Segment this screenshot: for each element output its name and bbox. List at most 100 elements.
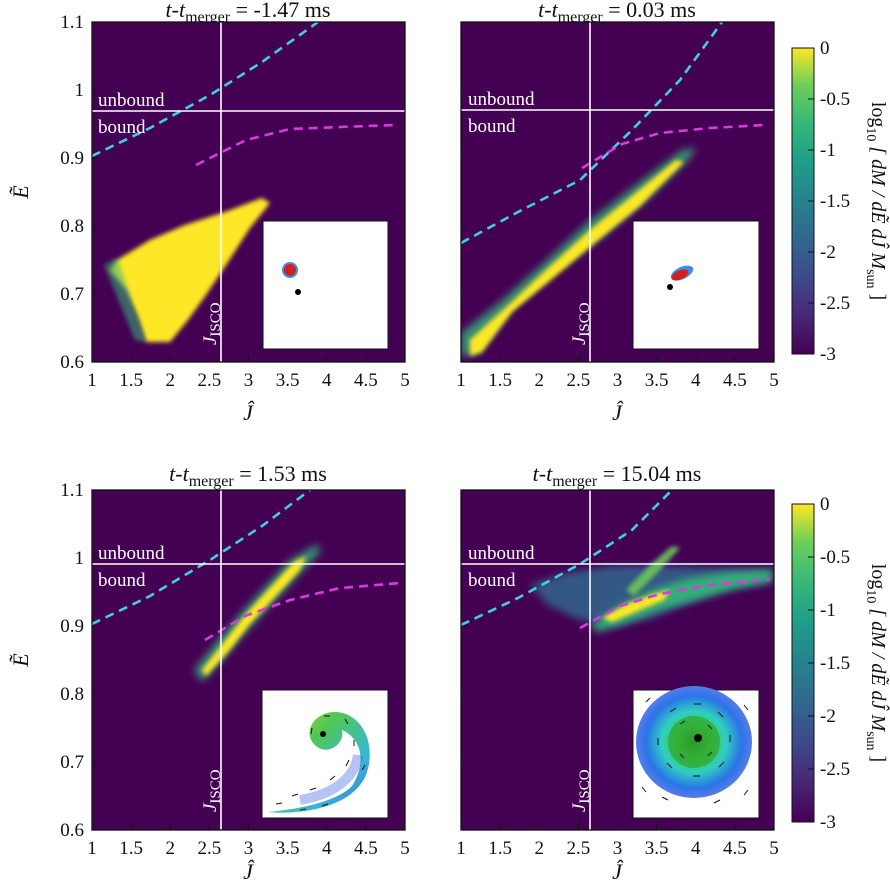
y-axis-label: Ẽ [8,185,33,200]
density-streak [626,546,680,596]
colorbar-tick-label: -1.5 [820,653,850,674]
inset-snapshot [632,686,760,819]
y-tick-label: 1.1 [60,480,84,501]
x-tick-label: 3.5 [645,838,669,859]
density-band [470,160,684,356]
x-axis: 1 1.5 2 2.5 3 3.5 4 4.5 5 [87,824,410,859]
density-band [202,556,306,676]
x-tick-label: 1.5 [119,838,143,859]
colorbar-tick-label: -1 [820,140,836,161]
inset-snapshot [261,689,389,819]
y-tick-label: 0.9 [60,148,84,169]
y-tick-label: 1 [75,80,85,101]
unbound-label: unbound [98,543,165,564]
colorbar-tick-label: -3 [820,812,836,833]
cyan-curve [92,490,311,626]
colorbar-label: log10 [ dM / dẼ dĴ Msun ] [863,564,890,762]
cyan-curve [92,22,319,158]
colorbar-tick-label: 0 [820,38,830,59]
density-edge [104,258,146,342]
density-core [602,590,670,622]
magenta-curve [204,581,401,642]
colorbar-tick-label: -0.5 [820,547,850,568]
x-axis-label: Ĵ [612,400,624,425]
y-tick-label: 1.1 [60,12,84,33]
x-tick-label: 2.5 [567,838,591,859]
panel-title: t-tmerger = 1.53 ms [169,461,327,490]
isco-label: JISCO [569,302,593,345]
colorbar-label: log10 [ dM / dẼ dĴ Msun ] [863,102,890,300]
x-tick-label: 4.5 [354,838,378,859]
panel-bottom-right: t-tmerger = 15.04 ms unbound bound JISCO [456,461,779,884]
x-tick-label: 4 [691,838,701,859]
x-axis-label: Ĵ [243,400,255,425]
x-tick-label: 5 [400,838,410,859]
x-tick-label: 4.5 [723,838,747,859]
x-tick-label: 2 [166,370,176,391]
y-axis [461,21,467,363]
panel-top-left: t-tmerger = -1.47 ms unbound bound JISCO… [8,0,410,425]
x-tick-label: 4 [322,838,332,859]
x-tick-label: 5 [769,838,779,859]
colorbar-ticks: 0 -0.5 -1 -1.5 -2 -2.5 -3 [808,494,850,833]
y-tick-label: 0.6 [60,352,84,373]
x-tick-label: 3 [244,838,254,859]
x-axis: 1 1.5 2 2.5 3 3.5 4 4.5 5 [456,824,779,859]
x-tick-label: 5 [400,370,410,391]
panel-title: t-tmerger = 15.04 ms [533,461,702,490]
colorbar-tick-label: -0.5 [820,89,850,110]
panel-top-right: t-tmerger = 0.03 ms unbound bound JISCO … [456,0,779,425]
inset-snapshot [262,220,389,350]
colorbar-ticks: 0 -0.5 -1 -1.5 -2 -2.5 -3 [808,38,850,365]
colorbar-tick-label: -2 [820,706,836,727]
colorbar-tick-label: 0 [820,494,830,515]
x-axis: 1 1.5 2 2.5 3 3.5 4 4.5 5 [87,356,410,391]
isco-label: JISCO [569,769,593,812]
x-tick-label: 3.5 [276,838,300,859]
x-tick-label: 1.5 [488,838,512,859]
y-tick-label: 0.8 [60,684,84,705]
magenta-curve [579,577,771,630]
colorbar-tick-label: -1.5 [820,191,850,212]
y-tick-label: 0.6 [60,820,84,841]
x-tick-label: 4.5 [354,370,378,391]
colorbar-tick-label: -2.5 [820,759,850,780]
cyan-curve [461,490,673,627]
unbound-label: unbound [468,89,535,110]
x-tick-label: 3 [244,370,254,391]
colorbar-tick-label: -3 [820,344,836,365]
x-tick-label: 2.5 [198,370,222,391]
bound-label: bound [468,116,516,137]
x-tick-label: 3.5 [276,370,300,391]
x-tick-label: 1 [87,370,97,391]
bound-label: bound [98,570,146,591]
x-tick-label: 1.5 [119,370,143,391]
inset-snapshot [632,220,760,350]
y-axis-label: Ẽ [8,653,33,668]
x-tick-label: 2 [166,838,176,859]
x-tick-label: 5 [769,370,779,391]
unbound-label: unbound [468,543,535,564]
x-tick-label: 1.5 [488,370,512,391]
panel-title: t-tmerger = 0.03 ms [538,0,696,26]
x-tick-label: 3 [613,838,623,859]
colorbar-bottom: 0 -0.5 -1 -1.5 -2 -2.5 -3 log10 [ dM / dẼ dĴ M… [791,494,890,833]
x-tick-label: 3.5 [645,370,669,391]
bound-label: bound [98,117,146,138]
x-tick-label: 2 [535,370,545,391]
y-tick-label: 0.7 [60,284,84,305]
x-tick-label: 2.5 [198,838,222,859]
magenta-curve [195,123,396,167]
isco-label: JISCO [200,302,224,345]
x-tick-label: 1 [87,838,97,859]
x-tick-label: 1 [456,838,466,859]
x-tick-label: 4 [322,370,332,391]
cyan-curve [461,22,724,245]
y-tick-label: 0.9 [60,616,84,637]
x-axis-label: Ĵ [612,859,624,884]
unbound-label: unbound [98,90,165,111]
x-axis-label: Ĵ [243,859,255,884]
x-tick-label: 4 [691,370,701,391]
y-tick-label: 0.8 [60,216,84,237]
